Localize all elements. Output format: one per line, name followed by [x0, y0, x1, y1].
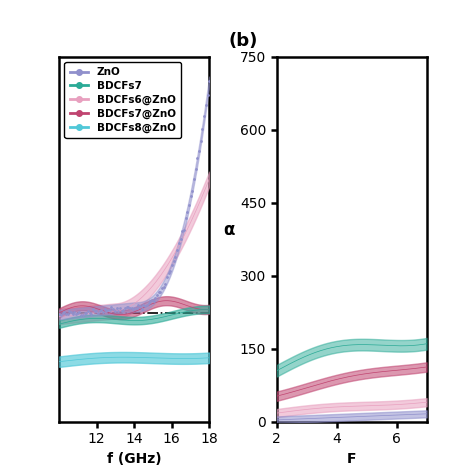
Point	[195, 147, 203, 155]
Point	[99, 308, 107, 316]
Point	[101, 306, 109, 313]
Point	[57, 311, 65, 319]
Point	[135, 301, 142, 309]
Point	[73, 310, 80, 318]
Point	[62, 310, 70, 318]
Point	[65, 308, 73, 315]
Point	[160, 283, 167, 291]
Point	[199, 126, 206, 133]
Point	[162, 280, 169, 288]
Point	[190, 175, 198, 183]
Point	[180, 227, 188, 234]
Point	[67, 309, 75, 316]
Point	[165, 269, 173, 276]
Point	[133, 304, 140, 311]
Point	[125, 304, 132, 311]
Point	[202, 101, 210, 109]
Point	[138, 305, 146, 313]
Point	[128, 304, 136, 311]
Point	[76, 309, 83, 316]
Point	[111, 307, 118, 314]
Point	[86, 309, 93, 317]
Point	[145, 299, 152, 306]
Point	[71, 309, 78, 316]
Point	[126, 304, 134, 311]
Text: (b): (b)	[228, 32, 258, 50]
Point	[69, 310, 76, 318]
Point	[201, 112, 208, 120]
Point	[109, 305, 117, 313]
Point	[108, 303, 115, 310]
Point	[175, 239, 182, 247]
Point	[88, 310, 95, 317]
Point	[61, 308, 68, 316]
Point	[173, 246, 181, 254]
Point	[167, 267, 174, 274]
Point	[91, 308, 99, 315]
Point	[104, 306, 112, 314]
Point	[177, 236, 184, 243]
Point	[92, 307, 100, 315]
Point	[205, 77, 213, 84]
Point	[192, 165, 200, 173]
Point	[55, 310, 63, 318]
Point	[84, 308, 91, 315]
Point	[113, 304, 120, 311]
Point	[187, 192, 194, 200]
Point	[152, 294, 159, 302]
Point	[183, 208, 191, 216]
Point	[155, 288, 163, 296]
Point	[79, 311, 87, 319]
Point	[143, 301, 151, 309]
X-axis label: F: F	[347, 452, 356, 466]
Point	[193, 154, 201, 162]
Point	[168, 261, 176, 268]
Point	[156, 288, 164, 295]
Point	[137, 302, 144, 310]
Point	[74, 310, 82, 317]
Point	[116, 304, 124, 312]
Point	[189, 187, 196, 194]
Point	[163, 273, 171, 281]
Point	[148, 296, 155, 303]
Point	[197, 137, 205, 145]
Point	[141, 302, 149, 310]
Point	[106, 307, 114, 314]
Point	[96, 308, 103, 315]
Point	[89, 305, 97, 313]
Point	[146, 297, 154, 305]
Point	[82, 310, 90, 317]
Point	[185, 201, 193, 209]
Point	[64, 310, 72, 318]
Point	[140, 301, 147, 309]
Point	[98, 306, 105, 314]
Point	[172, 254, 179, 261]
Point	[81, 309, 88, 317]
Point	[182, 214, 190, 222]
Point	[178, 227, 186, 235]
Point	[129, 306, 137, 313]
Point	[121, 304, 129, 311]
Point	[94, 309, 102, 317]
Point	[118, 308, 126, 315]
Point	[123, 303, 130, 310]
Point	[114, 307, 122, 314]
Point	[170, 257, 178, 264]
Point	[204, 91, 211, 99]
Point	[131, 304, 139, 312]
Point	[150, 297, 157, 304]
Point	[158, 285, 166, 292]
X-axis label: f (GHz): f (GHz)	[107, 452, 162, 466]
Point	[119, 306, 127, 314]
Legend: ZnO, BDCFs7, BDCFs6@ZnO, BDCFs7@ZnO, BDCFs8@ZnO: ZnO, BDCFs7, BDCFs6@ZnO, BDCFs7@ZnO, BDC…	[64, 62, 181, 138]
Point	[59, 310, 66, 317]
Point	[103, 307, 110, 315]
Point	[153, 292, 161, 299]
Point	[77, 311, 85, 319]
Y-axis label: α: α	[223, 221, 235, 239]
